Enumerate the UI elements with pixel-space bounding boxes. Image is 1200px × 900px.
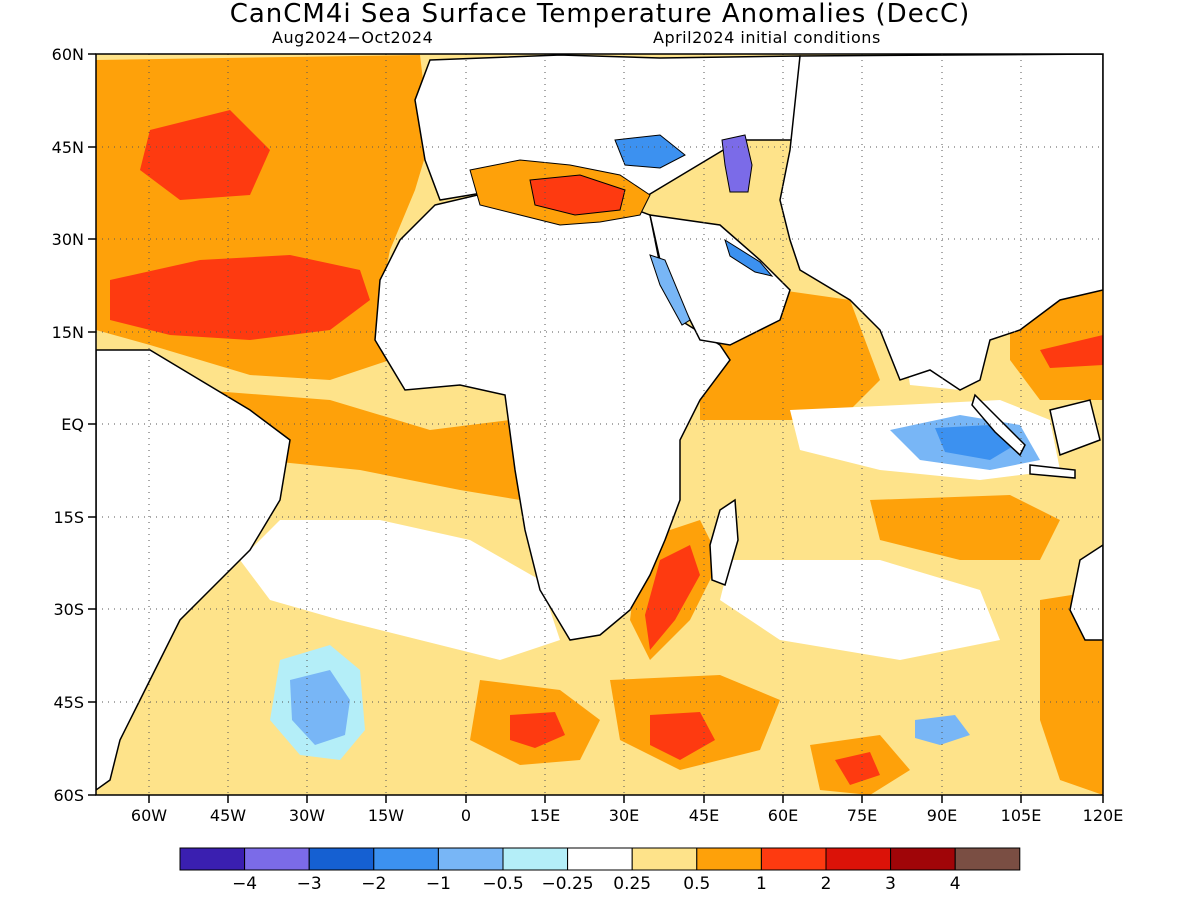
anomaly-tropical-atlantic-warm [200,390,540,500]
lon-label: 45W [210,806,246,825]
anomaly-north-atlantic-strong [140,110,270,200]
sumatra-outline [971,393,1026,457]
java-outline [1029,464,1076,479]
persian-gulf [724,238,774,277]
lon-label: 15E [530,806,560,825]
anomaly-west-australia-warm [1040,590,1103,795]
lat-label: 15S [53,508,84,527]
forecast-period: Aug2024−Oct2024 [272,28,434,47]
anomaly-south-atlantic-neutral [240,520,560,660]
lon-label: 120E [1083,806,1124,825]
anomaly-south-china-sea-strong [1040,335,1103,368]
map-title: CanCM4i Sea Surface Temperature Anomalie… [229,0,971,29]
colorbar-label: −0.5 [482,874,523,894]
lat-label: 45S [53,693,84,712]
colorbar-label: −0.25 [542,874,594,894]
inland-seas [469,134,774,326]
lon-label: 0 [461,806,471,825]
lon-label: 60E [768,806,798,825]
latitude-labels: 60N 45N 30N 15N EQ 15S 30S 45S 60S [52,45,84,805]
anomaly-south-indian-neutral [720,560,1000,660]
lon-label: 15W [368,806,404,825]
lat-label: 45N [52,138,84,157]
colorbar-label: 3 [885,874,896,894]
lat-label: 60S [53,786,84,805]
lat-label: 60N [52,45,84,64]
lat-label: 30S [53,600,84,619]
south-america-outline [96,349,291,791]
black-sea [614,134,686,169]
anomaly-south-atlantic-cooler [290,670,350,745]
colorbar-label: −1 [426,874,451,894]
colorbar-label: −3 [297,874,322,894]
red-sea [649,254,691,326]
colorbar-label: 0.5 [683,874,710,894]
lat-label: 30N [52,230,84,249]
borneo-outline [1049,399,1101,457]
colorbar-label: 0.25 [613,874,651,894]
lon-label: 30E [609,806,639,825]
lon-label: 75E [847,806,877,825]
colorbar-label: 2 [821,874,832,894]
colorbar-swatch [308,847,375,871]
colorbar-swatch [890,847,956,871]
colorbar-swatch [631,847,698,871]
colorbar-label: 1 [756,874,767,894]
colorbar-swatch [179,847,246,871]
colorbar-swatch [954,847,1021,871]
colorbar-swatch [760,847,827,871]
caspian-sea [721,134,753,193]
mediterranean-strong [529,174,626,216]
colorbar-swatch [567,847,633,871]
colorbar-swatch [373,847,439,871]
lon-label: 30W [289,806,325,825]
colorbar-swatch [437,847,504,871]
anomaly-eastern-indian-cooler [935,425,1015,460]
lat-label: EQ [61,415,84,434]
colorbar-swatch [825,847,892,871]
anomaly-southern-ocean-strong-ind [650,712,715,760]
tick-marks [88,53,1104,803]
anomaly-kerguelen-strong [835,752,880,785]
anomaly-subtropical-atlantic-strong [110,255,370,340]
colorbar-label: −2 [361,874,386,894]
lat-label: 15N [52,323,84,342]
colorbar-swatch [244,847,310,871]
colorbar: −4 −3 −2 −1 −0.5 −0.25 0.25 0.5 1 2 3 4 [179,847,1021,894]
madagascar-outline [709,498,739,586]
colorbar-swatch [696,847,762,871]
initial-conditions: April2024 initial conditions [653,28,881,47]
australia-outline [1069,544,1103,641]
lon-label: 60W [131,806,167,825]
anomaly-south-indian-warm [870,495,1060,560]
anomaly-agulhas-strong [645,545,700,650]
lon-label: 45E [689,806,719,825]
lon-label: 90E [927,806,957,825]
colorbar-swatch [502,847,569,871]
lon-label: 105E [1001,806,1042,825]
colorbar-label: −4 [232,874,257,894]
longitude-labels: 60W 45W 30W 15W 0 15E 30E 45E 60E 75E 90… [131,806,1123,825]
anomaly-southern-ocean-strong-atl [510,712,565,748]
colorbar-label: 4 [950,874,961,894]
anomaly-south-indian-cool [915,715,970,745]
